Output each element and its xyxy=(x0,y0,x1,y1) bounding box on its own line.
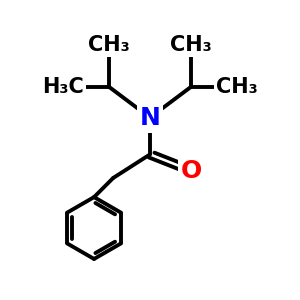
Text: CH₃: CH₃ xyxy=(216,77,258,97)
Text: H₃C: H₃C xyxy=(42,77,84,97)
Text: CH₃: CH₃ xyxy=(170,35,212,56)
Text: CH₃: CH₃ xyxy=(88,35,130,56)
Text: O: O xyxy=(181,159,202,183)
Text: N: N xyxy=(140,106,160,130)
